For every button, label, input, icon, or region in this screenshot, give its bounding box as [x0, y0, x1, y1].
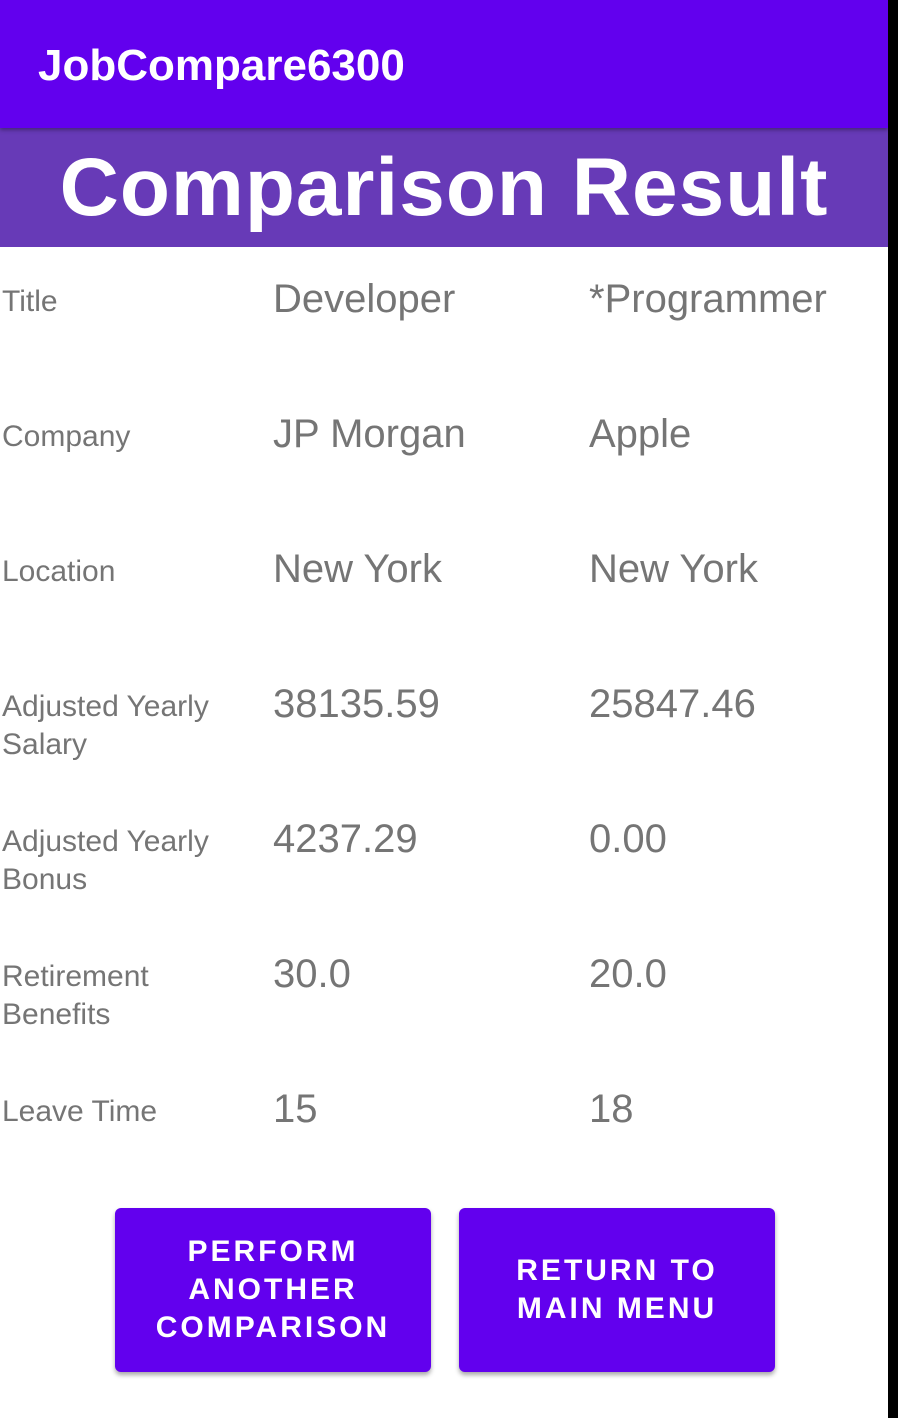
job-a-salary: 38135.59 — [273, 682, 440, 726]
perform-another-comparison-label: PERFORM ANOTHER COMPARISON — [155, 1235, 391, 1344]
app-bar: JobCompare6300 — [0, 0, 888, 128]
header-banner: Comparison Result — [0, 128, 888, 247]
row-title: Title Developer *Programmer — [0, 273, 888, 408]
job-b-company: Apple — [589, 412, 692, 456]
row-location: Location New York New York — [0, 543, 888, 678]
row-label-location: Location — [2, 555, 116, 588]
row-label-salary: Adjusted Yearly Salary — [2, 690, 209, 761]
job-b-bonus: 0.00 — [589, 817, 667, 861]
return-to-main-menu-button[interactable]: RETURN TO MAIN MENU — [459, 1208, 775, 1372]
job-a-bonus: 4237.29 — [273, 817, 418, 861]
row-label-title: Title — [2, 285, 58, 318]
job-a-title: Developer — [273, 277, 456, 321]
job-b-salary: 25847.46 — [589, 682, 756, 726]
page-title: Comparison Result — [59, 142, 829, 233]
job-b-leave: 18 — [589, 1087, 634, 1131]
row-bonus: Adjusted Yearly Bonus 4237.29 0.00 — [0, 813, 888, 948]
return-to-main-menu-label: RETURN TO MAIN MENU — [516, 1254, 718, 1325]
row-label-leave: Leave Time — [2, 1095, 158, 1128]
app-title: JobCompare6300 — [38, 41, 405, 90]
row-company: Company JP Morgan Apple — [0, 408, 888, 543]
row-retirement: Retirement Benefits 30.0 20.0 — [0, 948, 888, 1083]
job-a-leave: 15 — [273, 1087, 318, 1131]
job-b-title: *Programmer — [589, 277, 827, 321]
row-label-retirement: Retirement Benefits — [2, 960, 149, 1031]
job-a-location: New York — [273, 547, 442, 591]
row-salary: Adjusted Yearly Salary 38135.59 25847.46 — [0, 678, 888, 813]
row-label-bonus: Adjusted Yearly Bonus — [2, 825, 209, 896]
row-label-company: Company — [2, 420, 131, 453]
job-a-retirement: 30.0 — [273, 952, 351, 996]
row-leave: Leave Time 15 18 — [0, 1083, 888, 1218]
job-b-retirement: 20.0 — [589, 952, 667, 996]
job-a-company: JP Morgan — [273, 412, 466, 456]
job-b-location: New York — [589, 547, 758, 591]
perform-another-comparison-button[interactable]: PERFORM ANOTHER COMPARISON — [115, 1208, 431, 1372]
